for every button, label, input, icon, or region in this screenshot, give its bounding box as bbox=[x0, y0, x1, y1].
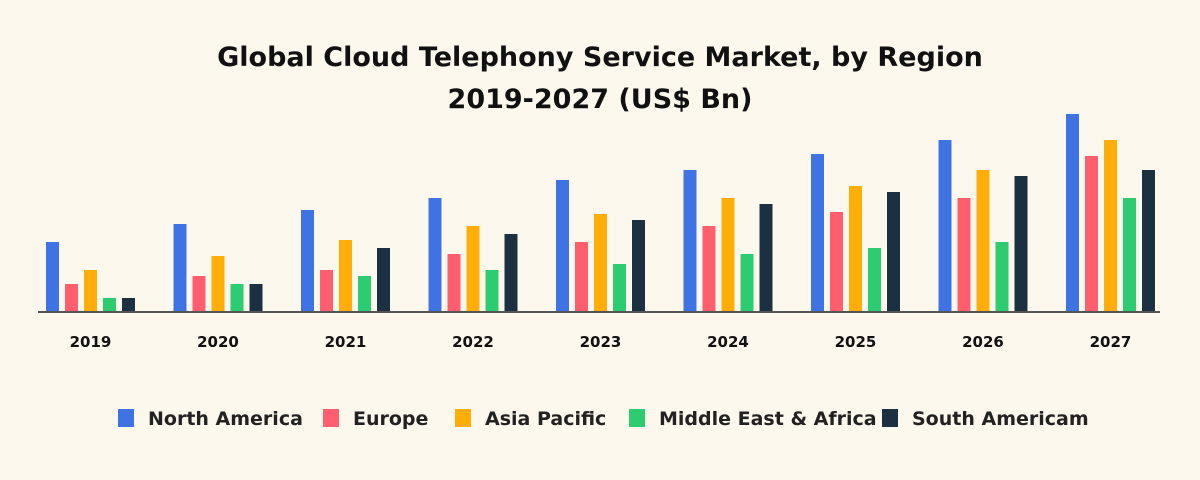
bar-2022-middle-east-africa bbox=[485, 270, 499, 312]
legend-label: Europe bbox=[353, 408, 428, 430]
bar-2023-europe bbox=[575, 242, 588, 312]
bar-2019-middle-east-africa bbox=[103, 298, 116, 312]
bar-2026-europe bbox=[957, 198, 971, 312]
bar-2027-south-americam bbox=[1142, 170, 1155, 312]
legend-swatch bbox=[455, 409, 471, 427]
bar-2021-north-america bbox=[301, 210, 314, 312]
bar-2022-north-america bbox=[428, 198, 442, 312]
bar-2020-north-america bbox=[173, 224, 187, 312]
x-tick-label: 2023 bbox=[580, 333, 622, 351]
bar-2024-south-americam bbox=[759, 204, 773, 312]
chart-title: Global Cloud Telephony Service Market, b… bbox=[217, 42, 983, 73]
legend-label: Middle East & Africa bbox=[659, 408, 877, 430]
x-tick-label: 2025 bbox=[835, 333, 877, 351]
bar-2025-south-americam bbox=[887, 192, 900, 312]
legend-label: North America bbox=[148, 408, 303, 430]
bar-2019-asia-pacific bbox=[84, 270, 97, 312]
legend: North America Europe Asia Pacific Middle Ea… bbox=[118, 408, 1089, 430]
x-tick-label: 2027 bbox=[1090, 333, 1132, 351]
bar-2024-europe bbox=[702, 226, 716, 312]
bar-2022-asia-pacific bbox=[466, 226, 480, 312]
bar-2027-europe bbox=[1085, 156, 1098, 312]
bar-2025-europe bbox=[830, 212, 843, 312]
legend-label: Asia Pacific bbox=[485, 408, 606, 430]
bar-2021-middle-east-africa bbox=[358, 276, 371, 312]
bar-2019-south-americam bbox=[122, 298, 135, 312]
bar-2024-north-america bbox=[683, 170, 697, 312]
bar-2020-south-americam bbox=[249, 284, 263, 312]
bar-2023-south-americam bbox=[632, 220, 645, 312]
bar-2026-middle-east-africa bbox=[995, 242, 1009, 312]
x-tick-label: 2024 bbox=[707, 333, 749, 351]
chart-subtitle: 2019-2027 (US$ Bn) bbox=[448, 84, 753, 115]
x-tick-label: 2019 bbox=[70, 333, 112, 351]
bar-2025-north-america bbox=[811, 154, 824, 312]
bar-2026-south-americam bbox=[1014, 176, 1028, 312]
legend-label: South Americam bbox=[912, 408, 1089, 430]
x-tick-label: 2026 bbox=[962, 333, 1004, 351]
bar-2024-asia-pacific bbox=[721, 198, 735, 312]
bar-2022-south-americam bbox=[504, 234, 518, 312]
bar-2025-asia-pacific bbox=[849, 186, 862, 312]
bar-2020-asia-pacific bbox=[211, 256, 225, 312]
legend-swatch bbox=[629, 409, 645, 427]
legend-swatch bbox=[118, 409, 134, 427]
bar-2026-north-america bbox=[938, 140, 952, 312]
bar-2021-asia-pacific bbox=[339, 240, 352, 312]
bar-2027-north-america bbox=[1066, 114, 1079, 312]
bar-2019-europe bbox=[65, 284, 78, 312]
legend-swatch bbox=[882, 409, 898, 427]
x-tick-label: 2021 bbox=[325, 333, 367, 351]
bar-2027-middle-east-africa bbox=[1123, 198, 1136, 312]
bar-2024-middle-east-africa bbox=[740, 254, 754, 312]
bar-2023-middle-east-africa bbox=[613, 264, 626, 312]
bar-2022-europe bbox=[447, 254, 461, 312]
x-tick-label: 2022 bbox=[452, 333, 494, 351]
bar-2020-middle-east-africa bbox=[230, 284, 244, 312]
x-axis-ticks: 2019 2020 2021 2022 2023 2024 2025 2026 2027 bbox=[70, 333, 1132, 351]
bar-2023-asia-pacific bbox=[594, 214, 607, 312]
bar-2023-north-america bbox=[556, 180, 569, 312]
legend-swatch bbox=[323, 409, 339, 427]
bar-2027-asia-pacific bbox=[1104, 140, 1117, 312]
bar-2026-asia-pacific bbox=[976, 170, 990, 312]
bar-2021-south-americam bbox=[377, 248, 390, 312]
bar-2021-europe bbox=[320, 270, 333, 312]
bars-group bbox=[46, 114, 1155, 312]
bar-2020-europe bbox=[192, 276, 206, 312]
bar-2025-middle-east-africa bbox=[868, 248, 881, 312]
x-tick-label: 2020 bbox=[197, 333, 239, 351]
bar-2019-north-america bbox=[46, 242, 59, 312]
